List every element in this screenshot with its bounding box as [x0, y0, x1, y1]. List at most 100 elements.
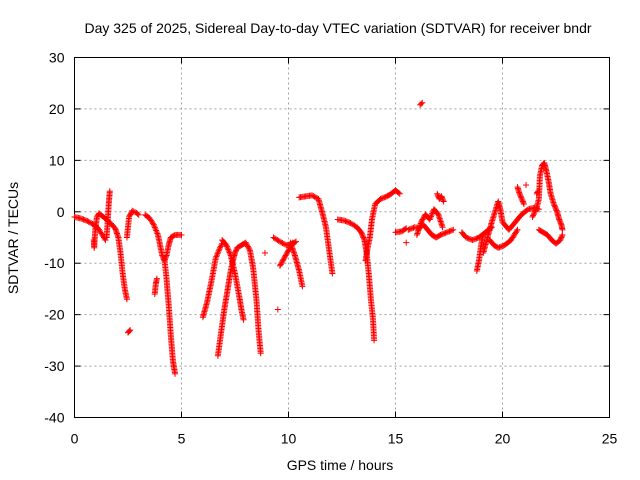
data-point	[534, 189, 541, 196]
data-point	[553, 207, 560, 214]
data-point	[530, 211, 537, 218]
data-point	[130, 208, 137, 215]
data-point	[557, 220, 564, 227]
data-point	[407, 225, 414, 232]
data-point	[558, 233, 565, 240]
data-point	[517, 192, 524, 199]
y-tick-label: 30	[49, 50, 65, 66]
data-point	[426, 216, 433, 223]
grid	[74, 57, 610, 418]
data-point	[439, 194, 446, 201]
data-point	[466, 236, 473, 243]
data-point	[276, 262, 283, 269]
data-point	[85, 218, 92, 225]
data-point	[178, 231, 185, 238]
data-point	[233, 247, 240, 254]
data-point	[245, 244, 252, 251]
data-point	[405, 226, 412, 233]
data-point	[232, 248, 239, 255]
data-point	[257, 350, 264, 357]
data-point	[533, 205, 540, 212]
x-axis-label: GPS time / hours	[287, 457, 394, 473]
plot-frame	[74, 57, 610, 418]
data-point	[557, 219, 564, 226]
data-point	[559, 231, 566, 238]
x-tick-label: 15	[388, 431, 404, 447]
data-point	[533, 190, 540, 197]
data-point	[86, 219, 93, 226]
data-point	[440, 230, 447, 237]
data-point	[419, 216, 426, 223]
x-tick-label: 10	[281, 431, 297, 447]
data-point	[463, 234, 470, 241]
data-point	[215, 249, 222, 256]
data-point	[358, 230, 365, 237]
data-point	[152, 226, 159, 233]
data-point	[329, 270, 336, 277]
data-point	[311, 193, 318, 200]
data-point	[464, 235, 471, 242]
data-point	[516, 190, 523, 197]
data-point	[129, 207, 136, 214]
data-point	[428, 212, 435, 219]
data-point	[216, 246, 223, 253]
data-point	[274, 306, 281, 313]
y-tick-label: -30	[44, 358, 64, 374]
y-tick-labels: -40 -30 -20 -10 0 10 20 30	[44, 50, 64, 426]
data-point	[261, 249, 268, 256]
data-point	[81, 217, 88, 224]
chart-title: Day 325 of 2025, Sidereal Day-to-day VTE…	[84, 20, 591, 36]
data-point	[341, 217, 348, 224]
data-point	[443, 229, 450, 236]
x-tick-labels: 0 5 10 15 20 25	[71, 431, 618, 447]
data-point	[552, 204, 559, 211]
data-point	[439, 224, 446, 231]
data-point	[284, 248, 291, 255]
axis-ticks	[74, 57, 610, 418]
data-point	[441, 230, 448, 237]
data-point	[246, 246, 253, 253]
data-point	[531, 209, 538, 216]
data-point	[312, 194, 319, 201]
data-point	[427, 213, 434, 220]
data-point	[278, 239, 285, 246]
data-point	[106, 188, 113, 195]
data-point	[280, 240, 287, 247]
data-point	[214, 250, 221, 257]
data-point	[418, 219, 425, 226]
y-axis-label: SDTVAR / TECUs	[5, 182, 21, 294]
data-point	[513, 228, 520, 235]
data-point	[517, 193, 524, 200]
data-point	[279, 240, 286, 247]
y-tick-label: -40	[44, 410, 64, 426]
data-point	[499, 243, 506, 250]
data-point	[377, 195, 384, 202]
data-point	[126, 327, 133, 334]
data-point	[518, 195, 525, 202]
data-point	[80, 216, 87, 223]
data-point	[102, 237, 109, 244]
data-point	[292, 238, 299, 245]
data-point	[469, 237, 476, 244]
data-point	[242, 239, 249, 246]
data-point	[359, 233, 366, 240]
data-point	[310, 193, 317, 200]
data-point	[497, 243, 504, 250]
data-point	[276, 238, 283, 245]
data-point	[420, 215, 427, 222]
data-point	[284, 249, 291, 256]
data-point	[557, 237, 564, 244]
data-point	[172, 370, 179, 377]
data-point	[472, 236, 479, 243]
data-point	[557, 235, 564, 242]
data-point	[283, 251, 290, 258]
data-point	[240, 316, 247, 323]
data-point	[215, 247, 222, 254]
data-point	[419, 99, 426, 106]
data-point	[84, 218, 91, 225]
data-point	[496, 244, 503, 251]
data-point	[278, 260, 285, 267]
data-point	[135, 211, 142, 218]
data-point	[226, 249, 233, 256]
